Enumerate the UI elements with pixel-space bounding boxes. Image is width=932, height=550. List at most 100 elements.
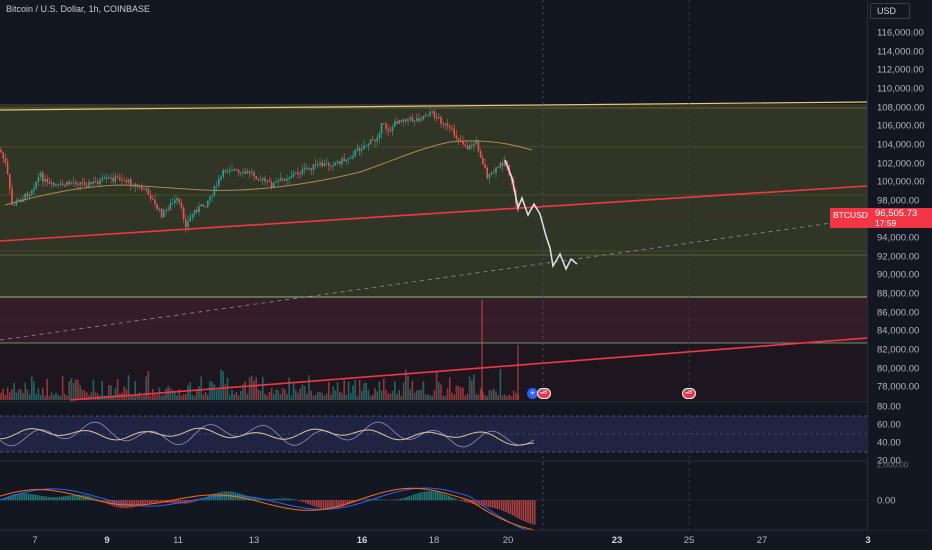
macd-histogram-bar — [338, 500, 340, 508]
volume-bar — [160, 395, 163, 400]
volume-bar — [2, 388, 4, 400]
macd-histogram-bar — [456, 499, 459, 501]
symbol-title[interactable]: Bitcoin / U.S. Dollar, 1h, COINBASE — [6, 4, 151, 14]
volume-bar — [385, 390, 387, 400]
candle-body — [400, 120, 403, 122]
candle-body — [99, 179, 101, 185]
candle-body — [33, 188, 35, 191]
volume-bar — [266, 395, 268, 400]
macd-histogram-bar — [190, 500, 193, 503]
volume-bar — [171, 389, 174, 400]
candle-body — [180, 202, 183, 208]
currency-button[interactable]: USD — [870, 3, 910, 19]
candle-body — [253, 172, 255, 176]
volume-bar — [48, 395, 51, 400]
macd-histogram-bar — [168, 500, 171, 503]
candle-body — [328, 163, 330, 166]
volume-bar — [374, 388, 376, 400]
volume-bar — [50, 392, 53, 400]
macd-histogram-bar — [494, 500, 496, 509]
candle-body — [497, 167, 499, 169]
macd-histogram-bar — [76, 494, 78, 501]
macd-histogram-bar — [25, 493, 28, 501]
candle-body — [424, 115, 427, 117]
price-tick-label: 78,000.00 — [877, 381, 920, 393]
candle-body — [292, 173, 295, 177]
candle-body — [50, 182, 53, 184]
volume-bar — [259, 390, 262, 400]
volume-bar — [44, 395, 46, 400]
candle-body — [385, 123, 387, 129]
candle-body — [24, 193, 26, 200]
macd-histogram-bar — [520, 500, 523, 520]
volume-bar — [248, 377, 251, 400]
macd-histogram-bar — [375, 499, 377, 501]
candle-body — [284, 178, 286, 181]
candle-body — [308, 168, 310, 170]
volume-bar — [240, 390, 242, 400]
candle-body — [130, 179, 132, 186]
candle-body — [235, 169, 238, 171]
macd-histogram-bar — [98, 499, 100, 501]
macd-histogram-bar — [527, 500, 529, 523]
candle-body — [103, 177, 106, 179]
volume-bar — [33, 381, 35, 400]
volume-bar — [411, 380, 414, 400]
volume-bar — [154, 393, 156, 400]
macd-histogram-bar — [197, 500, 199, 501]
macd-histogram-bar — [399, 498, 402, 501]
volume-bar — [301, 384, 304, 400]
add-event-button[interactable]: + — [527, 388, 538, 399]
volume-bar — [420, 389, 422, 400]
volume-bar — [66, 395, 68, 400]
volume-bar — [453, 394, 455, 400]
macd-histogram-bar — [307, 500, 309, 504]
flag-us-icon[interactable]: 🇺🇸 — [537, 388, 551, 399]
candle-body — [297, 172, 299, 175]
candle-body — [147, 188, 150, 195]
projection-path — [504, 159, 578, 271]
macd-histogram-bar — [247, 496, 250, 501]
volume-bar — [231, 389, 233, 400]
volume-bar — [429, 395, 431, 400]
volume-bar — [284, 389, 286, 400]
volume-bar — [506, 395, 508, 400]
macd-histogram-bar — [329, 500, 331, 510]
macd-histogram-bar — [318, 500, 320, 508]
candle-body — [6, 162, 9, 175]
volume-bar — [490, 390, 493, 400]
macd-tick-label: 0.00 — [877, 495, 896, 507]
volume-bar — [290, 395, 293, 400]
macd-histogram-bar — [199, 499, 201, 501]
volume-bar — [440, 384, 442, 400]
volume-bar — [352, 385, 354, 400]
candle-body — [182, 207, 185, 220]
price-axis[interactable] — [867, 0, 932, 530]
candle-body — [35, 181, 37, 189]
volume-bar — [477, 394, 480, 400]
macd-histogram-bar — [364, 499, 366, 501]
volume-bar — [449, 377, 451, 400]
volume-bar — [444, 395, 447, 400]
volume-bar — [497, 395, 499, 400]
macd-histogram-bar — [177, 500, 179, 504]
macd-histogram-bar — [351, 500, 353, 504]
candle-body — [26, 193, 29, 197]
volume-bar — [471, 380, 473, 400]
volume-bar — [413, 392, 416, 400]
candle-body — [387, 128, 389, 131]
macd-histogram-bar — [146, 500, 149, 504]
flag-us-icon[interactable]: 🇺🇸 — [682, 388, 696, 399]
price-tick-label: 102,000.00 — [877, 158, 925, 170]
candle-body — [398, 120, 400, 124]
candle-body — [158, 208, 161, 210]
macd-histogram-bar — [459, 500, 461, 501]
macd-histogram-bar — [470, 500, 472, 504]
candle-body — [411, 117, 414, 122]
candle-body — [242, 171, 244, 173]
volume-bar — [387, 393, 389, 400]
volume-bar — [281, 387, 284, 400]
volume-bar — [112, 395, 114, 400]
candle-body — [319, 162, 321, 165]
